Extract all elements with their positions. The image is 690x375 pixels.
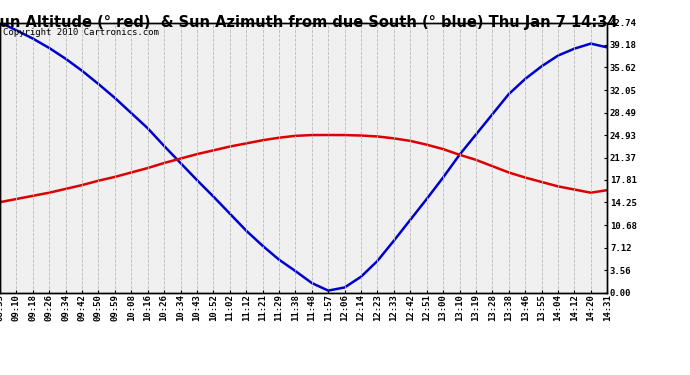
Text: Copyright 2010 Cartronics.com: Copyright 2010 Cartronics.com [3, 28, 159, 37]
Text: Sun Altitude (° red)  & Sun Azimuth from due South (° blue) Thu Jan 7 14:34: Sun Altitude (° red) & Sun Azimuth from … [0, 15, 618, 30]
